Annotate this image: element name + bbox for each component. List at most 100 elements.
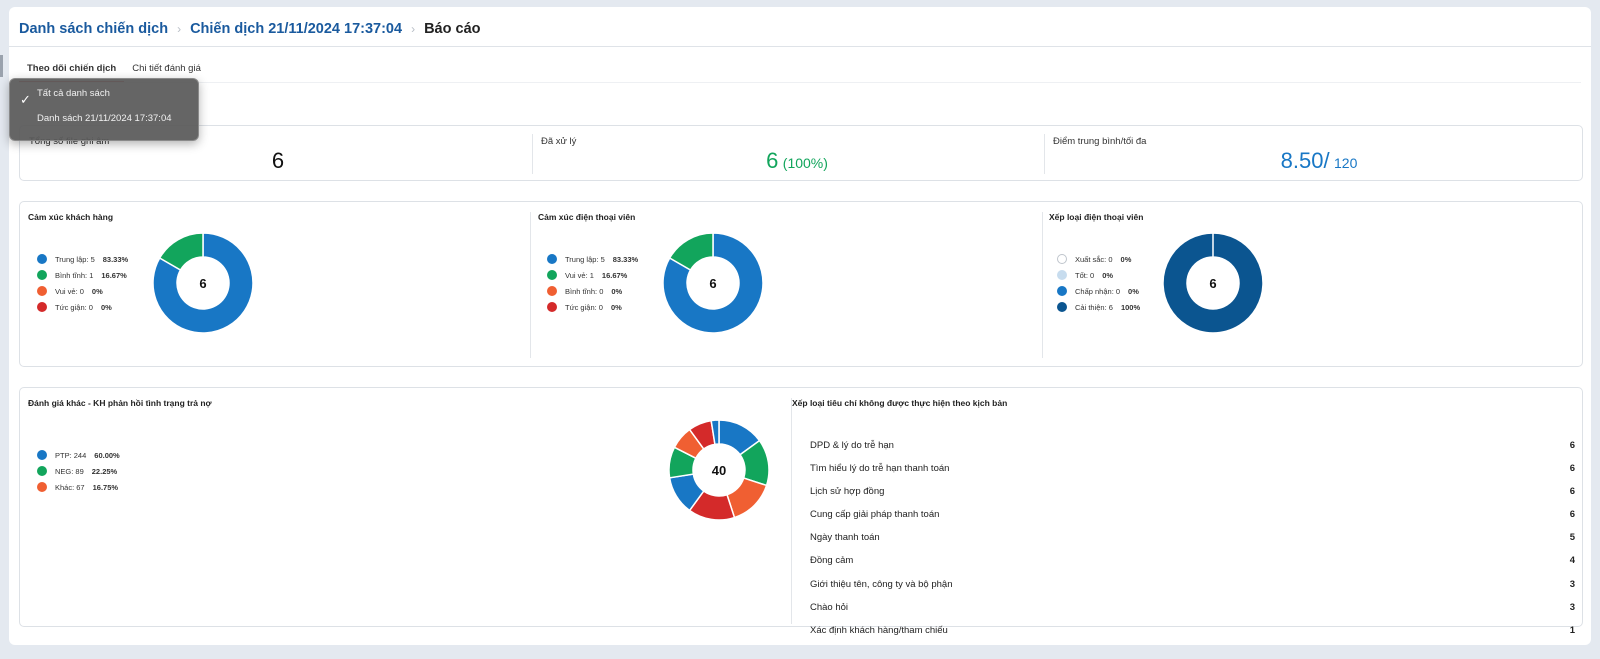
criteria-count: 6 [1569, 440, 1575, 451]
criteria-row: DPD & lý do trễ hạn 6 [810, 440, 1575, 463]
criteria-label: Chào hỏi [810, 601, 849, 613]
legend-item[interactable]: Chấp nhận: 0 0% [1057, 283, 1140, 299]
section-title: Xếp loại điện thoại viên [1049, 212, 1144, 222]
checkmark-icon: ✓ [20, 92, 31, 107]
criteria-count: 1 [1569, 624, 1575, 636]
breadcrumb-campaign-list[interactable]: Danh sách chiến dịch [19, 21, 169, 37]
legend-label: PTP: 244 [55, 450, 87, 460]
legend-percent: 0% [100, 302, 112, 312]
customer-sentiment-legend: Trung lập: 5 83.33% Bình tĩnh: 1 16.67% Vui … [37, 251, 128, 315]
legend-dot [547, 286, 557, 296]
left-edge-indicator [0, 55, 3, 77]
section-title: Cảm xúc điện thoại viên [538, 212, 636, 222]
max-score: 120 [1334, 155, 1358, 171]
legend-item[interactable]: Bình tĩnh: 1 16.67% [37, 267, 128, 283]
legend-item[interactable]: Khác: 67 16.75% [37, 479, 120, 495]
legend-item[interactable]: Tốt: 0 0% [1057, 267, 1140, 283]
criteria-count: 6 [1569, 486, 1575, 498]
donut-segment[interactable] [1162, 232, 1264, 334]
legend-item[interactable]: Tức giận: 0 0% [37, 299, 128, 315]
legend-percent: 0% [1120, 254, 1132, 264]
legend-dot [1057, 302, 1067, 312]
donut-center-total: 40 [712, 463, 726, 478]
legend-percent: 60.00% [94, 450, 120, 460]
legend-dot [37, 286, 47, 296]
donut-segment[interactable] [668, 232, 714, 272]
page-title: Báo cáo [424, 21, 481, 37]
legend-label: Khác: 67 [55, 482, 85, 492]
criteria-count: 3 [1569, 601, 1575, 613]
legend-dot [37, 302, 47, 312]
legend-dot [37, 482, 47, 492]
criteria-label: Giới thiệu tên, công ty và bộ phận [810, 578, 953, 590]
legend-item[interactable]: Vui vẻ: 0 0% [37, 283, 128, 299]
criteria-label: Tìm hiểu lý do trễ hạn thanh toán [810, 463, 950, 475]
criteria-list: DPD & lý do trễ hạn 6 Tìm hiểu lý do trễ h… [810, 440, 1575, 648]
legend-label: Chấp nhận: 0 [1075, 286, 1121, 296]
feedback-panel [19, 387, 1583, 627]
legend-item[interactable]: Trung lập: 5 83.33% [37, 251, 128, 267]
legend-label: Vui vẻ: 1 [565, 270, 594, 280]
breadcrumb-campaign[interactable]: Chiến dịch 21/11/2024 17:37:04 [190, 21, 403, 37]
divider [1044, 134, 1045, 174]
agent-rating-legend: Xuất sắc: 0 0% Tốt: 0 0% Chấp nhận: 0 0% Cải t… [1057, 251, 1140, 315]
donut-segment[interactable] [158, 232, 204, 272]
criteria-label: DPD & lý do trễ hạn [810, 440, 894, 451]
stat-label: Đã xử lý [541, 136, 577, 147]
divider [530, 212, 531, 358]
dropdown-option-all[interactable]: Tất cả danh sách [37, 88, 110, 99]
legend-percent: 0% [611, 286, 623, 296]
legend-item[interactable]: Bình tĩnh: 0 0% [547, 283, 638, 299]
legend-dot [37, 466, 47, 476]
donut-segment[interactable] [152, 232, 254, 334]
criteria-row: Ngày thanh toán 5 [810, 532, 1575, 555]
criteria-label: Xác định khách hàng/tham chiếu [810, 624, 948, 636]
legend-label: Vui vẻ: 0 [55, 286, 84, 296]
average-score: 8.50/ [1280, 148, 1330, 173]
legend-item[interactable]: Xuất sắc: 0 0% [1057, 251, 1140, 267]
criteria-label: Cung cấp giải pháp thanh toán [810, 509, 940, 521]
legend-item[interactable]: Trung lập: 5 83.33% [547, 251, 638, 267]
legend-label: Trung lập: 5 [55, 254, 95, 264]
donut-center-total: 6 [199, 276, 206, 291]
stat-value: 6 (100%) [532, 148, 1062, 174]
legend-item[interactable]: NEG: 89 22.25% [37, 463, 120, 479]
divider [532, 134, 533, 174]
chevron-right-icon: › [177, 22, 182, 36]
legend-percent: 16.67% [101, 270, 127, 280]
legend-label: Trung lập: 5 [565, 254, 605, 264]
legend-dot [547, 254, 557, 264]
customer-sentiment-donut: 6 [152, 232, 254, 334]
criteria-row: Chào hỏi 3 [810, 602, 1575, 625]
legend-label: Xuất sắc: 0 [1075, 254, 1113, 264]
divider [1042, 212, 1043, 358]
legend-percent: 16.67% [601, 270, 628, 280]
legend-dot [37, 270, 47, 280]
tab-evaluation-details[interactable]: Chi tiết đánh giá [132, 63, 201, 74]
processed-count: 6 [766, 148, 779, 173]
legend-item[interactable]: Cải thiện: 6 100% [1057, 299, 1140, 315]
criteria-row: Cung cấp giải pháp thanh toán 6 [810, 509, 1575, 532]
legend-dot [37, 254, 47, 264]
donut-segment[interactable] [710, 419, 720, 446]
legend-dot [1057, 286, 1067, 296]
processed-percent: (100%) [782, 155, 828, 171]
section-title: Đánh giá khác - KH phản hồi tình trạng t… [28, 398, 212, 408]
legend-item[interactable]: Vui vẻ: 1 16.67% [547, 267, 638, 283]
legend-dot [1057, 254, 1067, 264]
legend-percent: 83.33% [102, 254, 129, 264]
legend-percent: 100% [1120, 302, 1141, 312]
donut-center-total: 6 [709, 276, 716, 291]
stat-label: Điểm trung bình/tối đa [1053, 136, 1147, 147]
legend-dot [37, 450, 47, 460]
donut-segment[interactable] [662, 232, 764, 334]
stats-panel: Tổng số file ghi âm 6 Đã xử lý 6 (100%) … [19, 125, 1583, 181]
legend-item[interactable]: Tức giận: 0 0% [547, 299, 638, 315]
legend-item[interactable]: PTP: 244 60.00% [37, 447, 120, 463]
report-card: Danh sách chiến dịch › Chiến dịch 21/11/… [9, 7, 1591, 645]
legend-label: Bình tĩnh: 0 [565, 286, 604, 296]
dropdown-option-list[interactable]: Danh sách 21/11/2024 17:37:04 [37, 113, 172, 124]
legend-label: Bình tĩnh: 1 [55, 270, 94, 280]
criteria-row: Xác định khách hàng/tham chiếu 1 [810, 625, 1575, 648]
stat-processed: Đã xử lý 6 (100%) [532, 126, 1044, 180]
